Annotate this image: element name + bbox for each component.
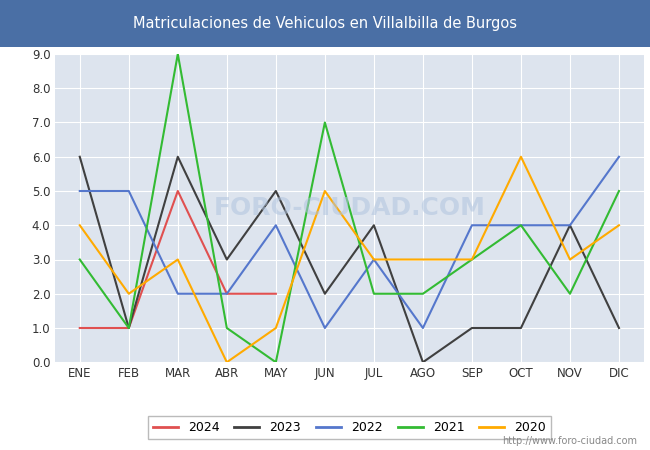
Line: 2020: 2020 (80, 157, 619, 362)
2020 (370, 257, 378, 262)
Line: 2023: 2023 (80, 157, 619, 362)
2023 (174, 154, 182, 159)
2020 (615, 223, 623, 228)
2021 (125, 325, 133, 331)
2022 (517, 223, 525, 228)
2023 (76, 154, 84, 159)
2022 (468, 223, 476, 228)
2020 (125, 291, 133, 297)
2021 (272, 360, 280, 365)
Line: 2024: 2024 (80, 191, 276, 328)
Line: 2021: 2021 (80, 54, 619, 362)
Text: FORO-CIUDAD.COM: FORO-CIUDAD.COM (213, 196, 486, 220)
2021 (223, 325, 231, 331)
2020 (321, 188, 329, 194)
2022 (321, 325, 329, 331)
2021 (174, 51, 182, 57)
2021 (517, 223, 525, 228)
2021 (468, 257, 476, 262)
2024 (272, 291, 280, 297)
2022 (223, 291, 231, 297)
2023 (615, 325, 623, 331)
2023 (517, 325, 525, 331)
2024 (125, 325, 133, 331)
2024 (76, 325, 84, 331)
2023 (223, 257, 231, 262)
2020 (566, 257, 574, 262)
2023 (419, 360, 427, 365)
2023 (370, 223, 378, 228)
Legend: 2024, 2023, 2022, 2021, 2020: 2024, 2023, 2022, 2021, 2020 (148, 416, 551, 439)
2021 (321, 120, 329, 125)
2020 (76, 223, 84, 228)
2020 (419, 257, 427, 262)
2022 (566, 223, 574, 228)
2021 (76, 257, 84, 262)
2021 (566, 291, 574, 297)
2021 (370, 291, 378, 297)
2022 (76, 188, 84, 194)
2020 (272, 325, 280, 331)
2023 (566, 223, 574, 228)
Line: 2022: 2022 (80, 157, 619, 328)
2020 (174, 257, 182, 262)
Text: Matriculaciones de Vehiculos en Villalbilla de Burgos: Matriculaciones de Vehiculos en Villalbi… (133, 16, 517, 31)
2023 (321, 291, 329, 297)
2023 (125, 325, 133, 331)
2022 (272, 223, 280, 228)
2020 (517, 154, 525, 159)
2020 (468, 257, 476, 262)
2023 (272, 188, 280, 194)
Text: http://www.foro-ciudad.com: http://www.foro-ciudad.com (502, 436, 637, 446)
2024 (174, 188, 182, 194)
2020 (223, 360, 231, 365)
2021 (419, 291, 427, 297)
2023 (468, 325, 476, 331)
2022 (370, 257, 378, 262)
2022 (419, 325, 427, 331)
2021 (615, 188, 623, 194)
2022 (174, 291, 182, 297)
2022 (125, 188, 133, 194)
2024 (223, 291, 231, 297)
2022 (615, 154, 623, 159)
